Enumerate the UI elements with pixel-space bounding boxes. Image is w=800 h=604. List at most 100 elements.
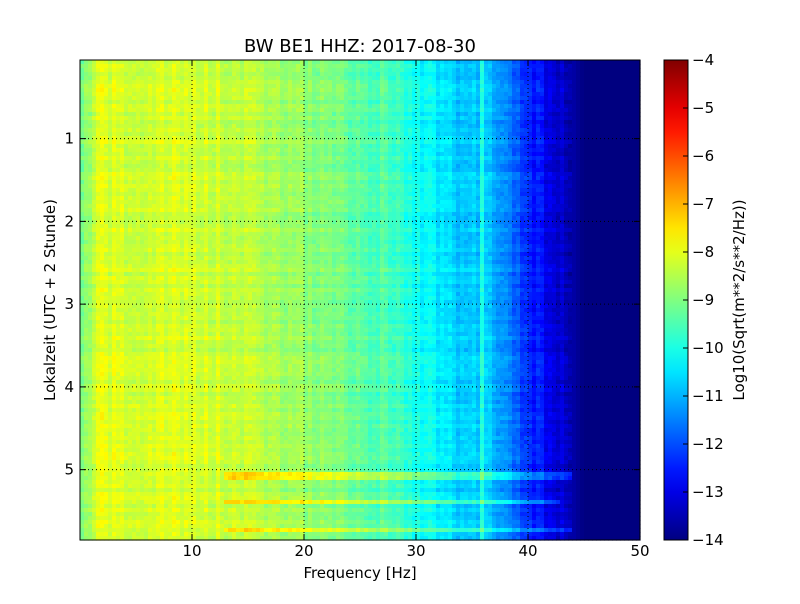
heatmap-cell: [516, 120, 521, 125]
heatmap-cell: [116, 64, 121, 69]
heatmap-cell: [348, 128, 353, 133]
heatmap-cell: [348, 144, 353, 149]
heatmap-cell: [420, 120, 425, 125]
heatmap-cell: [436, 156, 441, 161]
heatmap-cell: [496, 92, 501, 97]
heatmap-cell: [412, 108, 417, 113]
heatmap-cell: [164, 112, 169, 117]
heatmap-cell: [608, 160, 613, 165]
heatmap-cell: [80, 168, 85, 173]
heatmap-cell: [580, 152, 585, 157]
heatmap-cell: [144, 80, 149, 85]
heatmap-cell: [596, 112, 601, 117]
heatmap-cell: [464, 112, 469, 117]
heatmap-cell: [628, 76, 633, 81]
heatmap-cell: [428, 72, 433, 77]
heatmap-cell: [180, 92, 185, 97]
heatmap-cell: [252, 64, 257, 69]
heatmap-cell: [224, 120, 229, 125]
heatmap-cell: [136, 80, 141, 85]
heatmap-cell: [628, 196, 633, 201]
heatmap-cell: [484, 144, 489, 149]
heatmap-cell: [504, 168, 509, 173]
heatmap-cell: [360, 172, 365, 177]
heatmap-cell: [400, 68, 405, 73]
heatmap-cell: [228, 72, 233, 77]
heatmap-cell: [116, 76, 121, 81]
heatmap-cell: [152, 192, 157, 197]
heatmap-cell: [604, 96, 609, 101]
heatmap-cell: [236, 96, 241, 101]
heatmap-cell: [156, 196, 161, 201]
heatmap-cell: [484, 192, 489, 197]
heatmap-cell: [132, 84, 137, 89]
heatmap-cell: [112, 188, 117, 193]
heatmap-cell: [580, 116, 585, 121]
heatmap-cell: [128, 120, 133, 125]
heatmap-cell: [340, 136, 345, 141]
heatmap-cell: [404, 104, 409, 109]
heatmap-cell: [292, 144, 297, 149]
heatmap-cell: [304, 140, 309, 145]
heatmap-cell: [620, 68, 625, 73]
heatmap-cell: [476, 116, 481, 121]
heatmap-cell: [216, 112, 221, 117]
heatmap-cell: [248, 156, 253, 161]
heatmap-cell: [472, 120, 477, 125]
heatmap-cell: [276, 92, 281, 97]
heatmap-cell: [556, 100, 561, 105]
heatmap-cell: [612, 136, 617, 141]
heatmap-cell: [560, 112, 565, 117]
heatmap-cell: [164, 128, 169, 133]
heatmap-cell: [528, 76, 533, 81]
heatmap-cell: [196, 60, 201, 65]
heatmap-cell: [208, 108, 213, 113]
heatmap-cell: [624, 72, 629, 77]
heatmap-cell: [232, 68, 237, 73]
heatmap-cell: [520, 156, 525, 161]
heatmap-cell: [508, 64, 513, 69]
heatmap-cell: [300, 84, 305, 89]
heatmap-cell: [120, 96, 125, 101]
heatmap-cell: [548, 116, 553, 121]
heatmap-cell: [396, 72, 401, 77]
heatmap-cell: [236, 112, 241, 117]
heatmap-cell: [456, 72, 461, 77]
heatmap-cell: [516, 76, 521, 81]
heatmap-cell: [104, 164, 109, 169]
heatmap-cell: [464, 64, 469, 69]
heatmap-cell: [132, 128, 137, 133]
heatmap-cell: [152, 156, 157, 161]
heatmap-cell: [576, 176, 581, 181]
heatmap-cell: [604, 144, 609, 149]
heatmap-cell: [80, 164, 85, 169]
heatmap-cell: [408, 184, 413, 189]
heatmap-cell: [180, 160, 185, 165]
heatmap-cell: [492, 180, 497, 185]
heatmap-cell: [408, 88, 413, 93]
heatmap-cell: [400, 172, 405, 177]
heatmap-cell: [312, 112, 317, 117]
heatmap-cell: [340, 124, 345, 129]
heatmap-cell: [280, 80, 285, 85]
heatmap-cell: [388, 104, 393, 109]
heatmap-cell: [600, 116, 605, 121]
heatmap-cell: [628, 64, 633, 69]
heatmap-cell: [404, 124, 409, 129]
heatmap-cell: [440, 80, 445, 85]
heatmap-cell: [568, 136, 573, 141]
heatmap-cell: [596, 72, 601, 77]
heatmap-cell: [444, 132, 449, 137]
heatmap-cell: [576, 184, 581, 189]
heatmap-cell: [160, 180, 165, 185]
heatmap-cell: [252, 152, 257, 157]
heatmap-cell: [128, 184, 133, 189]
heatmap-cell: [248, 92, 253, 97]
heatmap-cell: [136, 200, 141, 205]
heatmap-cell: [380, 180, 385, 185]
heatmap-cell: [532, 172, 537, 177]
heatmap-cell: [400, 184, 405, 189]
heatmap-cell: [344, 172, 349, 177]
heatmap-cell: [200, 144, 205, 149]
